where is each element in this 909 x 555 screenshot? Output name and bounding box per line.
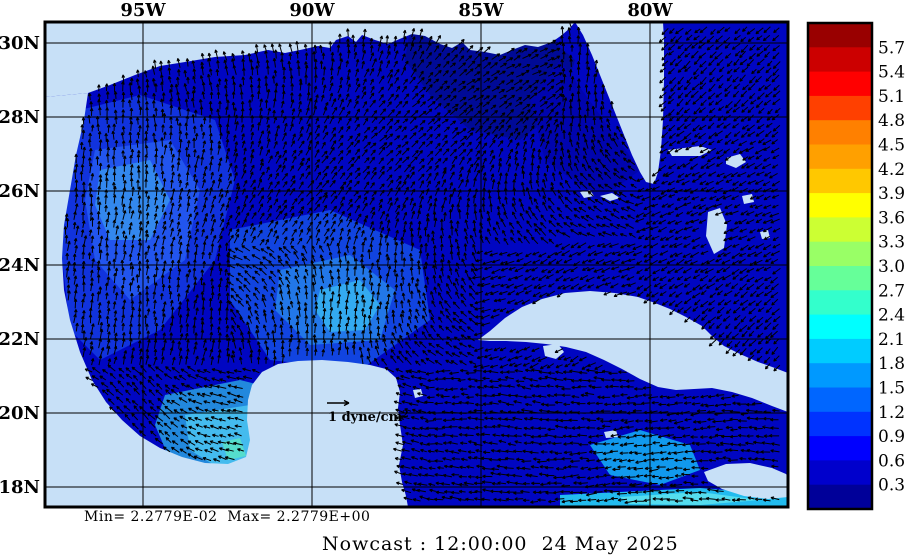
colorbar-tick-label: 2.7 (878, 281, 905, 301)
colorbar-segment (808, 290, 872, 316)
colorbar-tick-label: 3.3 (878, 233, 905, 253)
colorbar-tick-label: 2.4 (878, 306, 905, 326)
minmax-caption: Min= 2.2779E-02 Max= 2.2779E+00 (84, 509, 371, 525)
vector-field-arrows (63, 22, 781, 505)
colorbar-segment (808, 411, 872, 437)
lon-tick-label: 85W (458, 0, 504, 21)
ocean-value-patch (530, 60, 640, 200)
colorbar-tick-label: 1.8 (878, 354, 905, 374)
colorbar-segment (808, 314, 872, 340)
land-mexico-yucatan (45, 93, 408, 507)
lat-tick-label: 18N (0, 477, 40, 498)
land-andros (706, 208, 727, 254)
frame-border (43, 20, 790, 509)
land-isle-of-youth (543, 344, 564, 359)
land-grand-bahama (668, 146, 712, 156)
colorbar-segment (808, 436, 872, 461)
colorbar-segment (808, 241, 872, 267)
colorbar-segment (808, 363, 872, 388)
land-grand-cayman (604, 430, 618, 438)
colorbar: 5.7 5.4 5.1 4.8 4.5 4.2 3.9 3.6 3.3 3.0 2.7 2.4 2.1 1… (806, 21, 905, 511)
colorbar-tick-label: 1.5 (878, 379, 905, 399)
land-bahama-cay-1 (742, 194, 754, 204)
axis-labels: 95W 90W 85W 80W 30N 28N 26N 24N 22N 20N 18N (0, 0, 673, 498)
lon-tick-label: 80W (627, 0, 673, 21)
colorbar-border (806, 21, 874, 511)
colorbar-tick-label: 0.3 (878, 476, 905, 496)
colorbar-tick-label: 3.9 (878, 184, 905, 204)
lat-tick-label: 22N (0, 329, 40, 350)
colorbar-segment (808, 387, 872, 413)
colorbar-segment (808, 484, 872, 510)
lat-tick-label: 26N (0, 181, 40, 202)
colorbar-tick-label: 2.1 (878, 330, 905, 350)
colorbar-tick-label: 5.1 (878, 87, 905, 107)
lon-tick-label: 95W (120, 0, 166, 21)
map-frame (43, 20, 790, 509)
map-area: 1 dyne/cm2 (45, 22, 788, 507)
ocean-value-patch (95, 160, 170, 240)
colorbar-segment (808, 168, 872, 194)
colorbar-segment (808, 193, 872, 218)
lat-tick-label: 24N (0, 255, 40, 276)
colorbar-segment (808, 95, 872, 121)
colorbar-tick-label: 4.8 (878, 111, 905, 131)
colorbar-segment (808, 460, 872, 486)
colorbar-segment (808, 23, 872, 48)
land-florida-keys-2 (600, 193, 620, 201)
timestamp-caption: Nowcast : 12:00:00 24 May 2025 (322, 533, 679, 555)
land-jamaica (704, 463, 788, 499)
colorbar-tick-label: 4.2 (878, 160, 905, 180)
colorbar-segment (808, 71, 872, 97)
colorbar-tick-label: 5.4 (878, 63, 905, 83)
scale-arrow-label: 1 dyne/cm2 (328, 410, 409, 425)
land-bahama-cay-2 (760, 230, 770, 239)
colorbar-tick-label: 3.0 (878, 257, 905, 277)
lat-tick-label: 28N (0, 107, 40, 128)
scale-arrow (327, 399, 350, 407)
colorbar-segment (808, 266, 872, 291)
land-abaco (726, 154, 746, 168)
colorbar-segment (808, 120, 872, 145)
colorbar-segment (808, 217, 872, 243)
colorbar-tick-label: 3.6 (878, 208, 905, 228)
land-us-gulf-coast (45, 22, 575, 97)
colorbar-tick-label: 5.7 (878, 38, 905, 58)
colorbar-tick-label: 0.6 (878, 451, 905, 471)
lat-tick-label: 20N (0, 403, 40, 424)
colorbar-segment (808, 338, 872, 364)
scale-label-superscript: 2 (402, 410, 408, 420)
colorbar-tick-label: 0.9 (878, 427, 905, 447)
colorbar-segment (808, 144, 872, 170)
land-cuba (478, 291, 788, 412)
colorbar-tick-label: 1.2 (878, 403, 905, 423)
colorbar-segment (808, 47, 872, 73)
colorbar-tick-label: 4.5 (878, 136, 905, 156)
lon-tick-label: 90W (289, 0, 335, 21)
lat-tick-label: 30N (0, 33, 40, 54)
